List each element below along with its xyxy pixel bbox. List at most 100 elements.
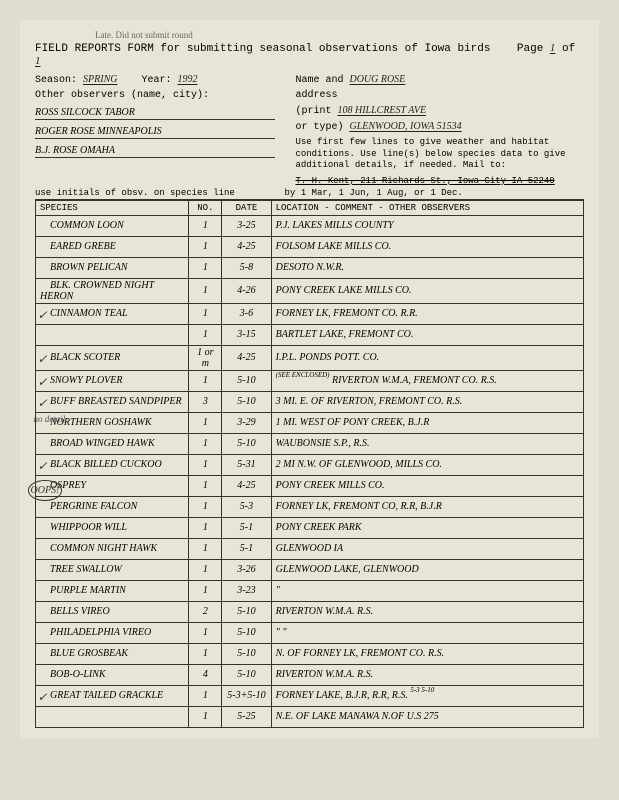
species-cell: EARED GREBE xyxy=(36,236,189,257)
location-cell: BARTLET LAKE, FREMONT CO. xyxy=(271,324,583,345)
date-cell: 5-10 xyxy=(222,433,271,454)
observer-1: ROSS SILCOCK TABOR xyxy=(35,107,275,120)
checkmark-icon: ✓ xyxy=(38,690,48,705)
col-species: SPECIES xyxy=(36,200,189,215)
table-row: no detailNORTHERN GOSHAWK13-291 MI. WEST… xyxy=(36,412,584,433)
no-cell: 1 xyxy=(189,303,222,324)
col-date: DATE xyxy=(222,200,271,215)
subhead-left: use initials of obsv. on species line xyxy=(35,188,285,200)
no-cell: 1 xyxy=(189,685,222,706)
addr-type: or type) xyxy=(295,122,343,133)
species-cell: PERGRINE FALCON xyxy=(36,496,189,517)
location-cell: FORNEY LAKE, B.J.R, R.R, R.S. 5-3 5-10 xyxy=(271,685,583,706)
no-cell: 1 xyxy=(189,257,222,278)
location-cell: GLENWOOD IA xyxy=(271,538,583,559)
species-cell: ✓GREAT TAILED GRACKLE xyxy=(36,685,189,706)
location-cell: WAUBONSIE S.P., R.S. xyxy=(271,433,583,454)
date-cell: 4-25 xyxy=(222,236,271,257)
location-cell: " " xyxy=(271,622,583,643)
subhead-right: by 1 Mar, 1 Jun, 1 Aug, or 1 Dec. xyxy=(285,188,584,200)
species-cell: no detailNORTHERN GOSHAWK xyxy=(36,412,189,433)
date-cell: 5-10 xyxy=(222,664,271,685)
location-cell: PONY CREEK PARK xyxy=(271,517,583,538)
other-obs-label: Other observers (name, city): xyxy=(35,90,275,101)
no-cell: 3 xyxy=(189,391,222,412)
date-cell: 5-1 xyxy=(222,517,271,538)
species-cell: BELLS VIREO xyxy=(36,601,189,622)
table-row: COMMON NIGHT HAWK15-1GLENWOOD IA xyxy=(36,538,584,559)
table-row: EARED GREBE14-25FOLSOM LAKE MILLS CO. xyxy=(36,236,584,257)
location-cell: (SEE ENCLOSED) RIVERTON W.M.A, FREMONT C… xyxy=(271,370,583,391)
location-cell: PONY CREEK MILLS CO. xyxy=(271,475,583,496)
date-cell: 3-26 xyxy=(222,559,271,580)
location-cell: I.P.L. PONDS POTT. CO. xyxy=(271,345,583,370)
table-row: ✓BLACK SCOTER1 or m4-25I.P.L. PONDS POTT… xyxy=(36,345,584,370)
date-cell: 4-25 xyxy=(222,345,271,370)
no-cell: 4 xyxy=(189,664,222,685)
no-cell: 1 xyxy=(189,496,222,517)
table-row: PHILADELPHIA VIREO15-10" " xyxy=(36,622,584,643)
table-row: PERGRINE FALCON15-3FORNEY LK, FREMONT CO… xyxy=(36,496,584,517)
species-cell: BROAD WINGED HAWK xyxy=(36,433,189,454)
no-cell: 1 xyxy=(189,236,222,257)
species-cell: ✓SNOWY PLOVER xyxy=(36,370,189,391)
table-row: BROWN PELICAN15-8DESOTO N.W.R. xyxy=(36,257,584,278)
species-cell: COMMON NIGHT HAWK xyxy=(36,538,189,559)
no-cell: 2 xyxy=(189,601,222,622)
name-value: DOUG ROSE xyxy=(349,74,405,85)
date-cell: 5-3+5-10 xyxy=(222,685,271,706)
year-label: Year: xyxy=(141,75,171,86)
no-cell: 1 xyxy=(189,538,222,559)
no-cell: 1 xyxy=(189,324,222,345)
species-table: SPECIES NO. DATE LOCATION - COMMENT - OT… xyxy=(35,200,584,728)
no-cell: 1 xyxy=(189,580,222,601)
no-cell: 1 xyxy=(189,215,222,236)
checkmark-icon: ✓ xyxy=(38,375,48,390)
species-cell: PURPLE MARTIN xyxy=(36,580,189,601)
date-cell: 5-1 xyxy=(222,538,271,559)
no-cell: 1 xyxy=(189,454,222,475)
location-cell: FOLSOM LAKE MILLS CO. xyxy=(271,236,583,257)
table-row: BROAD WINGED HAWK15-10WAUBONSIE S.P., R.… xyxy=(36,433,584,454)
date-cell: 4-26 xyxy=(222,278,271,303)
species-cell xyxy=(36,706,189,727)
date-cell: 5-10 xyxy=(222,601,271,622)
date-cell: 4-25 xyxy=(222,475,271,496)
location-cell: 3 MI. E. OF RIVERTON, FREMONT CO. R.S. xyxy=(271,391,583,412)
date-cell: 5-10 xyxy=(222,370,271,391)
table-row: ✓BUFF BREASTED SANDPIPER35-103 MI. E. OF… xyxy=(36,391,584,412)
no-cell: 1 xyxy=(189,433,222,454)
checkmark-icon: ✓ xyxy=(38,308,48,323)
title-row: FIELD REPORTS FORM for submitting season… xyxy=(35,42,584,68)
no-cell: 1 xyxy=(189,412,222,433)
location-cell: " xyxy=(271,580,583,601)
name-label: Name and xyxy=(295,75,343,86)
table-row: ✓CINNAMON TEAL13-6FORNEY LK, FREMONT CO.… xyxy=(36,303,584,324)
page-num: 1 xyxy=(550,42,556,54)
species-cell: PHILADELPHIA VIREO xyxy=(36,622,189,643)
no-cell: 1 xyxy=(189,517,222,538)
table-row: WHIPPOOR WILL15-1PONY CREEK PARK xyxy=(36,517,584,538)
addr-print: (print xyxy=(295,106,331,117)
page-label: Page xyxy=(517,43,543,55)
species-cell: OOPS!OSPREY xyxy=(36,475,189,496)
table-row: BLUE GROSBEAK15-10N. OF FORNEY LK, FREMO… xyxy=(36,643,584,664)
location-cell: 2 MI N.W. OF GLENWOOD, MILLS CO. xyxy=(271,454,583,475)
species-cell: BROWN PELICAN xyxy=(36,257,189,278)
table-row: PURPLE MARTIN13-23" xyxy=(36,580,584,601)
location-cell: PONY CREEK LAKE MILLS CO. xyxy=(271,278,583,303)
date-cell: 5-3 xyxy=(222,496,271,517)
mailto: T. H. Kent, 211 Richards St., Iowa City … xyxy=(295,176,584,188)
observer-2: ROGER ROSE MINNEAPOLIS xyxy=(35,126,275,139)
location-cell: DESOTO N.W.R. xyxy=(271,257,583,278)
year-value: 1992 xyxy=(178,74,198,85)
col-no: NO. xyxy=(189,200,222,215)
addr1: 108 HILLCREST AVE xyxy=(337,105,426,116)
table-row: COMMON LOON13-25P.J. LAKES MILLS COUNTY xyxy=(36,215,584,236)
location-cell: RIVERTON W.M.A. R.S. xyxy=(271,601,583,622)
page-of: of xyxy=(562,43,575,55)
date-cell: 5-10 xyxy=(222,391,271,412)
checkmark-icon: ✓ xyxy=(38,352,48,367)
table-row: ✓BLACK BILLED CUCKOO15-312 MI N.W. OF GL… xyxy=(36,454,584,475)
date-cell: 5-25 xyxy=(222,706,271,727)
